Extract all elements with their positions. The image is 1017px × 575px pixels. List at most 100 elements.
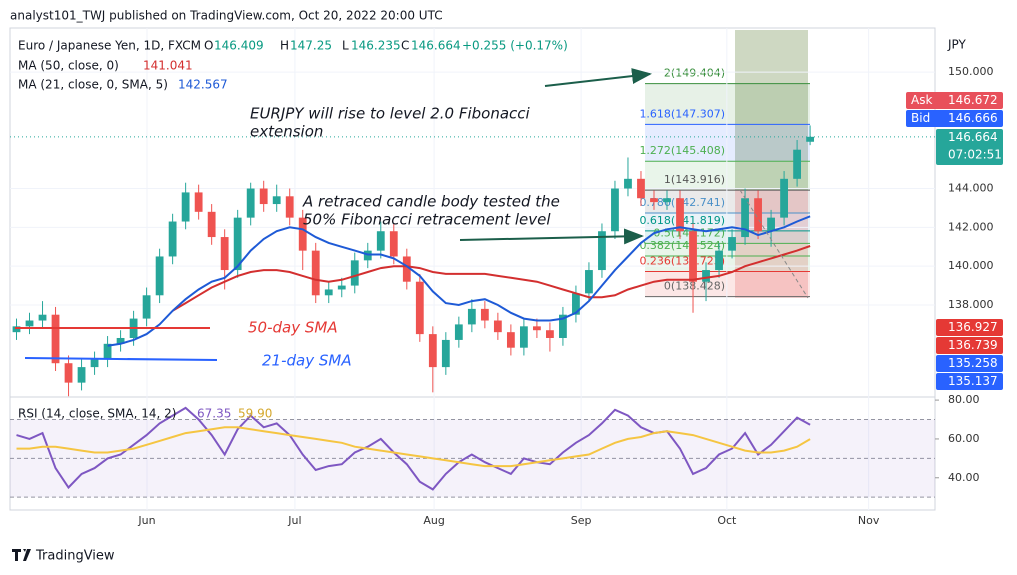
legend: Euro / Japanese Yen, 1D, FXCM O 146.409 … bbox=[18, 39, 568, 421]
rsi-line bbox=[16, 426, 811, 468]
candle-body bbox=[64, 363, 73, 383]
fib-label: 1.272(145.408) bbox=[639, 144, 725, 157]
price-tag bbox=[906, 110, 1003, 127]
ma-name: MA (21, close, 0, SMA, 5) bbox=[18, 78, 168, 92]
fib-label: 1.618(147.307) bbox=[639, 107, 725, 120]
x-tick-label: Aug bbox=[423, 514, 444, 527]
candle-body bbox=[585, 270, 593, 294]
candle-body bbox=[728, 237, 736, 251]
x-tick-label: Jun bbox=[137, 514, 155, 527]
candle-body bbox=[12, 326, 21, 333]
candle-body bbox=[650, 198, 658, 203]
fib-label: 2(149.404) bbox=[664, 67, 725, 80]
ohlc-letter: L bbox=[342, 39, 349, 53]
candle-body bbox=[415, 281, 424, 335]
ohlc-value: 147.25 bbox=[290, 39, 332, 53]
candle-body bbox=[103, 343, 112, 360]
candle-body bbox=[194, 192, 203, 212]
fib-band bbox=[645, 83, 810, 125]
candle-body bbox=[428, 334, 437, 368]
grid bbox=[10, 28, 939, 510]
candle-body bbox=[181, 192, 190, 222]
candle-body bbox=[259, 188, 268, 205]
candle-body bbox=[598, 231, 606, 271]
rsi-title: RSI (14, close, SMA, 14, 2) bbox=[18, 407, 176, 421]
ohlc-value: 146.664 bbox=[411, 39, 461, 53]
rsi-line bbox=[16, 406, 811, 491]
moving-average bbox=[107, 215, 811, 347]
y-tick-label: 60.00 bbox=[948, 432, 980, 445]
candle-body bbox=[572, 293, 580, 315]
moving-average bbox=[172, 245, 811, 312]
rsi-band-fill bbox=[10, 419, 935, 498]
arrow bbox=[544, 68, 652, 87]
pane-border bbox=[9, 27, 936, 511]
ohlc-letter: O bbox=[204, 39, 213, 53]
candle-body bbox=[715, 250, 723, 271]
candle-body bbox=[480, 308, 489, 321]
ohlc-value: 146.235 bbox=[351, 39, 401, 53]
projection bbox=[739, 189, 809, 299]
ohlc-letter: C bbox=[401, 39, 409, 53]
candle-body bbox=[559, 314, 567, 338]
tag-value: 146.672 bbox=[948, 93, 998, 107]
candle-body bbox=[77, 367, 86, 383]
candle-body bbox=[142, 295, 151, 319]
candle-body bbox=[506, 332, 515, 348]
candle-body bbox=[611, 188, 619, 232]
candle-body bbox=[780, 178, 788, 218]
publisher: analyst101_TWJ published on TradingView.… bbox=[10, 9, 443, 23]
x-tick-label: Sep bbox=[571, 514, 592, 527]
x-tick-label: Nov bbox=[858, 514, 880, 527]
price-tag bbox=[906, 92, 1003, 109]
candle-body bbox=[624, 178, 632, 189]
brand-name: TradingView bbox=[35, 549, 115, 564]
y-tick-label: 142.000 bbox=[948, 220, 994, 233]
price-tags: Ask 146.672 Bid 146.666 146.664 07:02:51 136.9… bbox=[906, 92, 1003, 390]
ohlc-value: 146.409 bbox=[214, 39, 264, 53]
candle-body bbox=[519, 326, 528, 348]
brand: TradingView bbox=[12, 549, 115, 564]
candle-body bbox=[663, 198, 671, 203]
candle-body bbox=[168, 221, 177, 257]
tag-name: Bid bbox=[911, 111, 930, 125]
candle-body bbox=[637, 178, 645, 199]
currency: JPY bbox=[947, 38, 967, 52]
annotation: EURJPY will rise to level 2.0 Fibonacci bbox=[250, 105, 531, 123]
y-tick-label: 138.000 bbox=[948, 298, 994, 311]
ma-value: 141.041 bbox=[143, 59, 193, 73]
price-tag bbox=[936, 373, 1003, 390]
tag-value: 146.666 bbox=[948, 111, 998, 125]
y-tick-label: 80.00 bbox=[948, 393, 980, 406]
tag-timer: 07:02:51 bbox=[948, 148, 1002, 162]
fib-label: 0.236(139.723) bbox=[639, 255, 725, 268]
candle-body bbox=[311, 250, 320, 296]
annotation: 50% Fibonacci retracement level bbox=[303, 211, 551, 229]
candle-body bbox=[676, 198, 684, 232]
y-tick-label: 150.000 bbox=[948, 65, 994, 78]
candle-body bbox=[207, 211, 216, 238]
y-tick-label: 140.000 bbox=[948, 259, 994, 272]
candle-body bbox=[767, 217, 775, 232]
candle-body bbox=[689, 231, 697, 282]
candle-body bbox=[233, 217, 242, 271]
candle-body bbox=[741, 198, 749, 238]
candle-body bbox=[324, 289, 333, 296]
y-tick-label: 40.00 bbox=[948, 471, 980, 484]
arrow bbox=[459, 228, 644, 245]
candle-body bbox=[25, 320, 34, 327]
candle-body bbox=[493, 320, 502, 333]
x-tick-label: Oct bbox=[717, 514, 737, 527]
logo bbox=[12, 549, 31, 561]
candle-body bbox=[441, 339, 450, 368]
annotation: 21-day SMA bbox=[262, 352, 352, 370]
candle-body bbox=[155, 256, 164, 296]
candle-body bbox=[389, 231, 398, 257]
candle-body bbox=[546, 330, 554, 338]
tag-value: 136.739 bbox=[948, 338, 998, 352]
tag-name: Ask bbox=[911, 93, 932, 107]
x-tick-label: Jul bbox=[287, 514, 301, 527]
ohlc-letter: H bbox=[280, 39, 289, 53]
annotation: A retraced candle body tested the bbox=[302, 193, 560, 211]
